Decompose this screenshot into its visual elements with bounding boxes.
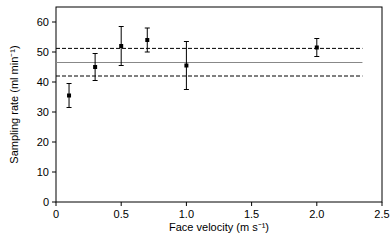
error-cap [67, 107, 72, 108]
error-cap [119, 26, 124, 27]
y-tick [52, 82, 56, 83]
y-tick-label: 10 [37, 166, 49, 178]
y-tick-label: 20 [37, 136, 49, 148]
y-tick-label: 0 [43, 196, 49, 208]
plot-frame [56, 7, 382, 202]
plot-area [56, 27, 362, 108]
data-point [145, 38, 149, 42]
error-cap [145, 52, 150, 53]
x-tick [186, 202, 187, 206]
y-tick-label: 30 [37, 106, 49, 118]
y-tick-label: 60 [37, 16, 49, 28]
error-bar [184, 42, 189, 90]
error-cap [184, 89, 189, 90]
error-bar [67, 84, 72, 108]
error-bar [145, 28, 150, 52]
x-axis-label: Face velocity (m s⁻¹) [169, 221, 269, 233]
data-point [67, 94, 71, 98]
x-tick-label: 0.5 [114, 208, 129, 220]
x-tick-label: 0 [53, 208, 59, 220]
reference-line [56, 62, 362, 63]
error-cap [67, 83, 72, 84]
x-tick-label: 2.5 [374, 208, 389, 220]
y-tick [52, 112, 56, 113]
error-cap [314, 38, 319, 39]
error-cap [314, 56, 319, 57]
error-cap [184, 41, 189, 42]
x-tick [121, 202, 122, 206]
data-point [93, 65, 97, 69]
error-bar [314, 39, 319, 57]
y-tick [52, 52, 56, 53]
data-point [184, 64, 188, 68]
error-cap [145, 28, 150, 29]
y-axis-label: Sampling rate (ml min⁻¹) [8, 45, 20, 163]
reference-line [56, 76, 362, 77]
data-point [119, 44, 123, 48]
x-tick-label: 1.5 [244, 208, 259, 220]
y-tick-label: 40 [37, 76, 49, 88]
y-tick [52, 202, 56, 203]
error-cap [93, 53, 98, 54]
x-tick-label: 1.0 [179, 208, 194, 220]
data-point [315, 46, 319, 50]
y-tick [52, 22, 56, 23]
chart: 0 0.5 1.0 1.5 2.0 2.5 0 10 20 30 40 50 60 Face veloci… [0, 0, 392, 236]
y-tick [52, 142, 56, 143]
x-tick-label: 2.0 [309, 208, 324, 220]
error-bar [119, 27, 124, 66]
error-bar [93, 54, 98, 81]
error-cap [93, 80, 98, 81]
x-tick [56, 202, 57, 206]
x-tick [251, 202, 252, 206]
x-tick [382, 202, 383, 206]
y-tick [52, 172, 56, 173]
error-cap [119, 65, 124, 66]
x-tick [316, 202, 317, 206]
y-tick-label: 50 [37, 46, 49, 58]
